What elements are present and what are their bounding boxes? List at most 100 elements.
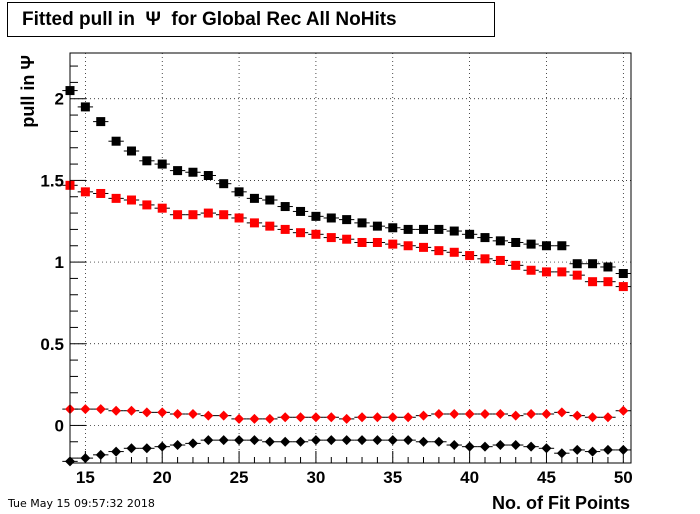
data-point-diamond <box>495 440 506 451</box>
data-point-diamond <box>556 407 567 418</box>
data-point-square <box>188 210 198 220</box>
plot-frame <box>69 52 632 464</box>
data-point-diamond <box>249 413 260 424</box>
data-point-diamond <box>172 440 183 451</box>
data-point-square <box>219 179 229 189</box>
y-tick-label: 1.5 <box>40 171 64 190</box>
data-point-diamond <box>510 410 521 421</box>
data-point-diamond <box>203 435 214 446</box>
data-point-diamond <box>495 408 506 419</box>
labels-layer: 15 20 25 30 35 40 45 50 0 0.5 1 1.5 2 <box>40 90 632 487</box>
x-tick-label: 40 <box>460 468 479 487</box>
data-point-square <box>572 259 582 269</box>
data-point-square <box>511 260 521 270</box>
data-point-diamond <box>234 413 245 424</box>
y-tick-label: 1 <box>55 253 64 272</box>
data-point-square <box>603 262 613 272</box>
data-point-square <box>388 223 398 233</box>
series-1 <box>62 180 631 292</box>
data-point-diamond <box>218 410 229 421</box>
data-point-diamond <box>372 412 383 423</box>
data-point-diamond <box>387 412 398 423</box>
data-point-square <box>495 236 505 246</box>
data-point-diamond <box>433 408 444 419</box>
data-point-diamond <box>357 435 368 446</box>
data-point-square <box>80 102 90 112</box>
data-point-square <box>419 224 429 234</box>
data-point-square <box>311 211 321 221</box>
data-point-square <box>203 171 213 181</box>
data-point-diamond <box>587 446 598 457</box>
data-point-square <box>249 193 259 203</box>
x-tick-label: 50 <box>614 468 633 487</box>
data-point-diamond <box>126 443 137 454</box>
series-2 <box>62 404 631 424</box>
data-point-square <box>465 251 475 261</box>
data-point-square <box>372 221 382 231</box>
data-point-diamond <box>157 407 168 418</box>
data-point-square <box>480 254 490 264</box>
data-point-diamond <box>433 436 444 447</box>
data-point-diamond <box>556 448 567 459</box>
data-point-diamond <box>111 405 122 416</box>
x-axis-title: No. of Fit Points <box>492 493 630 513</box>
data-point-square <box>234 187 244 197</box>
data-point-square <box>142 156 152 166</box>
y-axis-title: pull in Ψ <box>18 55 38 128</box>
data-point-square <box>142 200 152 210</box>
grid-layer <box>70 53 631 463</box>
data-point-diamond <box>172 408 183 419</box>
data-point-square <box>111 193 121 203</box>
data-point-diamond <box>80 404 91 415</box>
data-point-square <box>465 229 475 239</box>
data-point-square <box>80 187 90 197</box>
data-point-diamond <box>387 435 398 446</box>
data-point-square <box>403 241 413 251</box>
data-point-square <box>372 237 382 247</box>
ticks-layer <box>69 65 624 463</box>
data-point-square <box>618 282 628 292</box>
data-point-square <box>480 233 490 243</box>
data-point-square <box>357 237 367 247</box>
data-point-square <box>557 267 567 277</box>
data-point-diamond <box>264 413 275 424</box>
data-point-diamond <box>526 441 537 452</box>
data-point-square <box>419 242 429 252</box>
x-tick-label: 45 <box>537 468 556 487</box>
data-point-diamond <box>479 408 490 419</box>
data-point-diamond <box>403 412 414 423</box>
series-0 <box>62 86 631 279</box>
data-point-diamond <box>95 449 106 460</box>
data-point-diamond <box>541 443 552 454</box>
data-point-diamond <box>234 435 245 446</box>
data-point-square <box>249 218 259 228</box>
data-point-square <box>173 210 183 220</box>
data-point-square <box>296 228 306 238</box>
data-point-diamond <box>80 453 91 464</box>
data-point-square <box>296 206 306 216</box>
data-point-diamond <box>326 412 337 423</box>
data-point-diamond <box>418 436 429 447</box>
series-3 <box>62 435 631 467</box>
data-point-square <box>403 224 413 234</box>
data-point-diamond <box>218 435 229 446</box>
data-point-square <box>326 233 336 243</box>
data-point-diamond <box>310 412 321 423</box>
data-point-diamond <box>587 412 598 423</box>
data-point-square <box>449 247 459 257</box>
data-point-square <box>511 237 521 247</box>
data-point-diamond <box>203 410 214 421</box>
data-point-diamond <box>280 412 291 423</box>
data-point-diamond <box>418 410 429 421</box>
x-tick-label: 20 <box>153 468 172 487</box>
data-point-square <box>588 277 598 287</box>
data-point-square <box>234 213 244 223</box>
data-point-diamond <box>295 412 306 423</box>
data-point-square <box>265 195 275 205</box>
data-point-square <box>280 202 290 212</box>
data-point-diamond <box>280 436 291 447</box>
data-point-diamond <box>341 435 352 446</box>
data-point-square <box>526 239 536 249</box>
data-point-diamond <box>464 408 475 419</box>
